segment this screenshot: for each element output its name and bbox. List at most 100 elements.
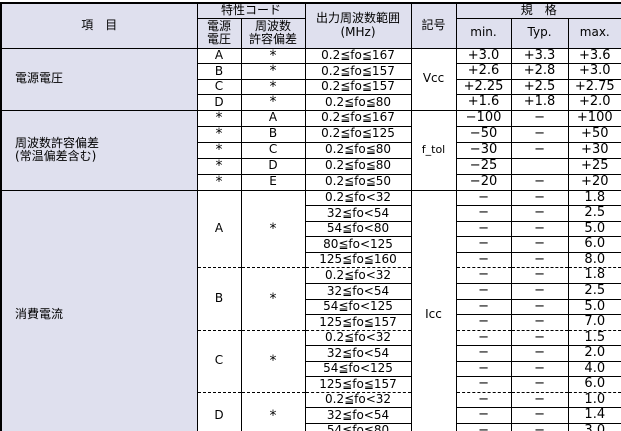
typ-cell: − — [510, 125, 569, 143]
table-row: 54≦fo≦80 − − 3.0 — [1, 422, 621, 431]
tol-code-cell: A — [240, 109, 306, 127]
header-row-1: 項 目 特性コード 出力周波数範囲 (MHz) 記号 規 格 — [0, 2, 621, 49]
table-row: 125≦fo≦157 − − 6.0 — [1, 376, 621, 393]
tol-code-cell: * — [240, 391, 306, 431]
min-cell: − — [455, 314, 512, 331]
max-cell: 3.0 — [567, 422, 621, 431]
header-freq-range: 出力周波数範囲 (MHz) — [304, 2, 412, 49]
tol-code-cell: * — [240, 47, 306, 65]
table-row: * E 0.2≦fo≦50 −20 − +20 — [1, 173, 621, 191]
header-item: 項 目 — [0, 2, 198, 49]
max-cell: +50 — [567, 125, 621, 143]
typ-cell — [510, 157, 569, 175]
min-cell: − — [455, 422, 512, 431]
table-row: 125≦fo≦157 − − 7.0 — [1, 314, 621, 331]
typ-cell: +2.8 — [510, 63, 569, 80]
min-cell: − — [455, 391, 512, 409]
voltage-code-cell: * — [196, 125, 242, 143]
table-row: * C 0.2≦fo≦80 −30 − +30 — [1, 141, 621, 159]
min-cell: − — [455, 360, 512, 378]
min-cell: − — [455, 282, 512, 300]
min-cell: − — [455, 298, 512, 316]
header-min: min. — [455, 17, 512, 49]
typ-cell: − — [510, 189, 569, 207]
min-cell: − — [455, 205, 512, 222]
freq-range-cell: 54≦fo<125 — [304, 298, 412, 316]
min-cell: − — [455, 407, 512, 424]
min-cell: − — [455, 236, 512, 253]
typ-cell: +3.3 — [510, 47, 569, 65]
max-cell: 7.0 — [567, 314, 621, 331]
voltage-code-cell: * — [196, 173, 242, 191]
freq-range-cell: 54≦fo<80 — [304, 220, 412, 238]
typ-cell: − — [510, 267, 569, 284]
max-cell: 1.8 — [567, 267, 621, 284]
max-cell: 2.5 — [567, 205, 621, 222]
max-cell: 1.5 — [567, 329, 621, 347]
freq-range-cell: 0.2≦fo<32 — [304, 267, 412, 284]
freq-range-cell: 0.2≦fo≦157 — [304, 78, 412, 96]
header-freq-tolerance: 周波数 許容偏差 — [240, 17, 306, 49]
table-row: 80≦fo<125 − − 6.0 — [1, 236, 621, 253]
freq-range-cell: 0.2≦fo≦80 — [304, 141, 412, 159]
freq-range-cell: 0.2≦fo≦157 — [304, 63, 412, 80]
table-row: C * 0.2≦fo≦157 +2.25 +2.5 +2.75 — [1, 78, 621, 96]
typ-cell: − — [510, 345, 569, 362]
max-cell: 6.0 — [567, 376, 621, 393]
tol-code-cell: * — [240, 329, 306, 393]
table-row: C * 0.2≦fo<32 − − 1.5 — [1, 329, 621, 393]
max-cell: +30 — [567, 141, 621, 159]
freq-range-cell: 125≦fo≦160 — [304, 251, 412, 269]
voltage-code-cell: * — [196, 141, 242, 159]
tol-code-cell: B — [240, 125, 306, 143]
header-supply-voltage: 電源 電圧 — [196, 17, 242, 49]
voltage-code-cell: C — [196, 78, 242, 96]
table-row: 32≦fo<54 − − 1.4 — [1, 407, 621, 424]
max-cell: +2.75 — [567, 78, 621, 96]
table-row: * D 0.2≦fo≦80 −25 +25 — [1, 157, 621, 175]
freq-range-cell: 0.2≦fo≦125 — [304, 125, 412, 143]
max-cell: 5.0 — [567, 220, 621, 238]
min-cell: − — [455, 220, 512, 238]
freq-range-cell: 0.2≦fo≦167 — [304, 47, 412, 65]
voltage-code-cell: D — [196, 391, 242, 431]
typ-cell: − — [510, 282, 569, 300]
table-row: B * 0.2≦fo<32 − − 1.8 — [1, 267, 621, 331]
max-cell: +2.0 — [567, 94, 621, 111]
header-symbol: 記号 — [410, 2, 457, 49]
typ-cell: − — [510, 220, 569, 238]
freq-range-cell: 32≦fo<54 — [304, 345, 412, 362]
min-cell: − — [455, 267, 512, 284]
max-cell: +25 — [567, 157, 621, 175]
freq-range-cell: 0.2≦fo<32 — [304, 391, 412, 409]
header-max: max. — [567, 17, 621, 49]
table-row: 電源電圧 A * 0.2≦fo≦167 Vcc +3.0 +3.3 +3.6 — [0, 47, 621, 111]
tol-code-cell: * — [240, 63, 306, 80]
freq-range-cell: 0.2≦fo≦80 — [304, 157, 412, 175]
tol-code-cell: * — [240, 267, 306, 331]
min-cell: − — [455, 329, 512, 347]
typ-cell: − — [510, 376, 569, 393]
typ-cell: − — [510, 141, 569, 159]
section-label-cell: 電源電圧 — [0, 47, 198, 111]
table-header: 項 目 特性コード 出力周波数範囲 (MHz) 記号 規 格 電源 電圧 周波数… — [0, 2, 621, 49]
freq-range-cell: 0.2≦fo<32 — [304, 329, 412, 347]
voltage-code-cell: B — [196, 267, 242, 331]
max-cell: 1.0 — [567, 391, 621, 409]
symbol-cell: f_tol — [410, 109, 457, 191]
typ-cell: − — [510, 298, 569, 316]
table-row: 周波数許容偏差 (常温偏差含む) * A 0.2≦fo≦167 f_tol −1… — [0, 109, 621, 191]
section-freq-tolerance: 周波数許容偏差 (常温偏差含む) * A 0.2≦fo≦167 f_tol −1… — [0, 109, 621, 191]
max-cell: 5.0 — [567, 298, 621, 316]
typ-cell: +1.8 — [510, 94, 569, 111]
typ-cell: − — [510, 251, 569, 269]
tol-code-cell: * — [240, 94, 306, 111]
table-row: 125≦fo≦160 − − 8.0 — [1, 251, 621, 269]
max-cell: 1.8 — [567, 189, 621, 207]
tol-code-cell: * — [240, 189, 306, 269]
max-cell: +3.0 — [567, 63, 621, 80]
min-cell: +1.6 — [455, 94, 512, 111]
min-cell: −20 — [455, 173, 512, 191]
symbol-cell: Icc — [410, 189, 457, 431]
